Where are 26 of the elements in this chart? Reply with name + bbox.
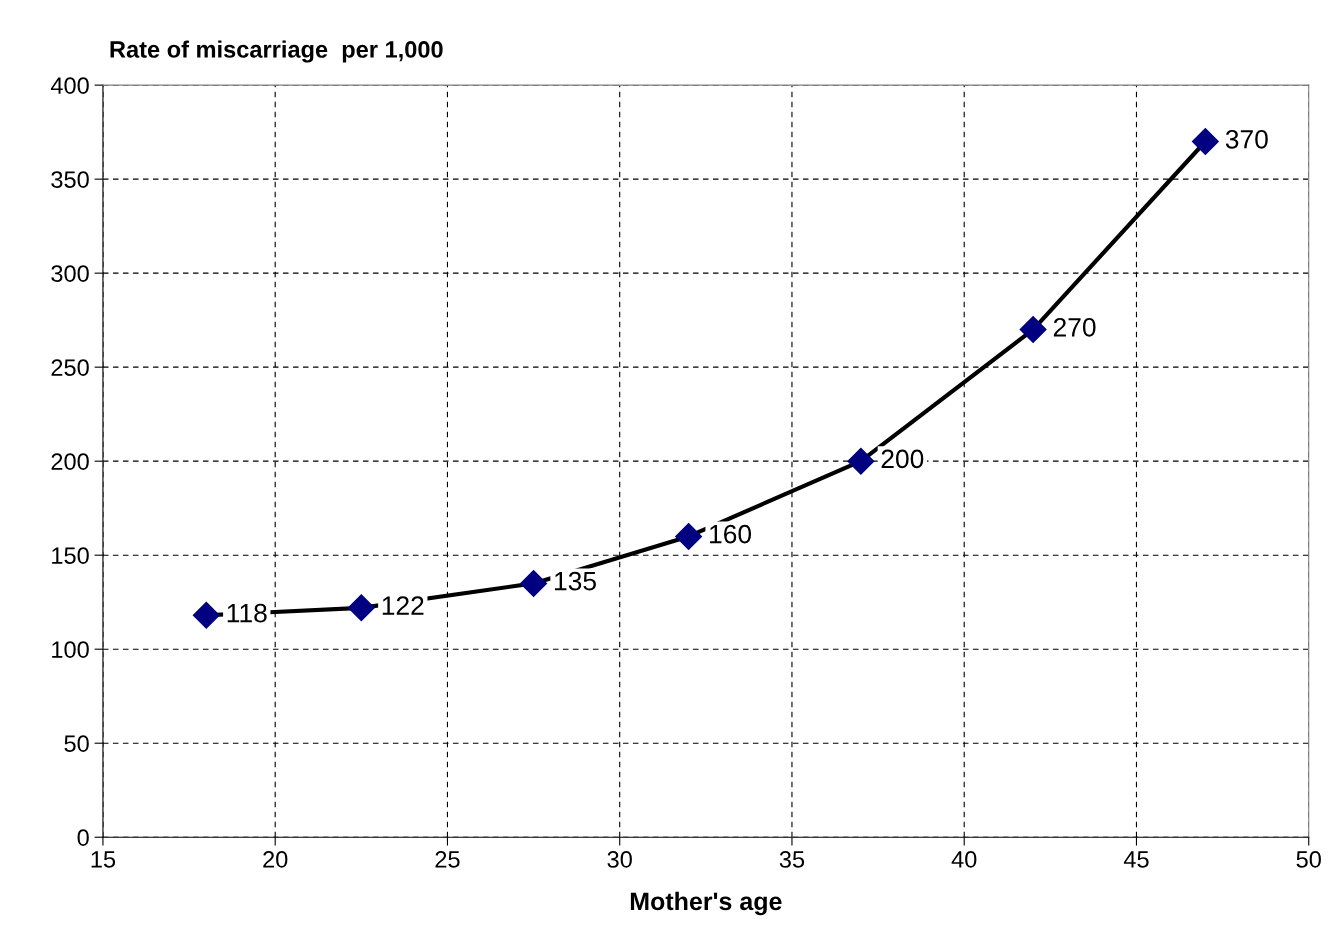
x-tick-label: 20 [263,851,288,868]
data-label: 118 [227,603,267,623]
x-tick-label: 40 [951,851,977,868]
x-tick-label: 50 [1296,851,1321,868]
x-tick-label: 45 [1123,851,1149,868]
y-tick-label: 200 [51,453,89,470]
y-tick-label: 150 [52,547,89,564]
y-tick-label: 350 [51,171,89,188]
y-tick-label: 50 [64,735,89,752]
data-label: 370 [1225,129,1268,149]
x-tick-label: 30 [607,851,632,868]
data-label: 122 [382,596,424,615]
y-tick-label: 400 [50,77,89,94]
y-tick-label: 100 [52,641,89,658]
data-label: 160 [710,524,752,544]
x-tick-label: 15 [91,851,116,868]
data-label: 270 [1053,317,1096,337]
data-label: 135 [555,571,596,591]
y-tick-label: 250 [51,359,89,376]
x-tick-label: 25 [435,851,460,868]
x-axis-title: Mother's age [630,891,782,916]
x-tick-label: 35 [779,851,805,868]
data-label: 200 [881,449,924,469]
y-tick-label: 0 [77,829,89,846]
y-axis-title: Rate of miscarriage per 1,000 [110,40,443,63]
y-tick-label: 300 [51,265,89,282]
